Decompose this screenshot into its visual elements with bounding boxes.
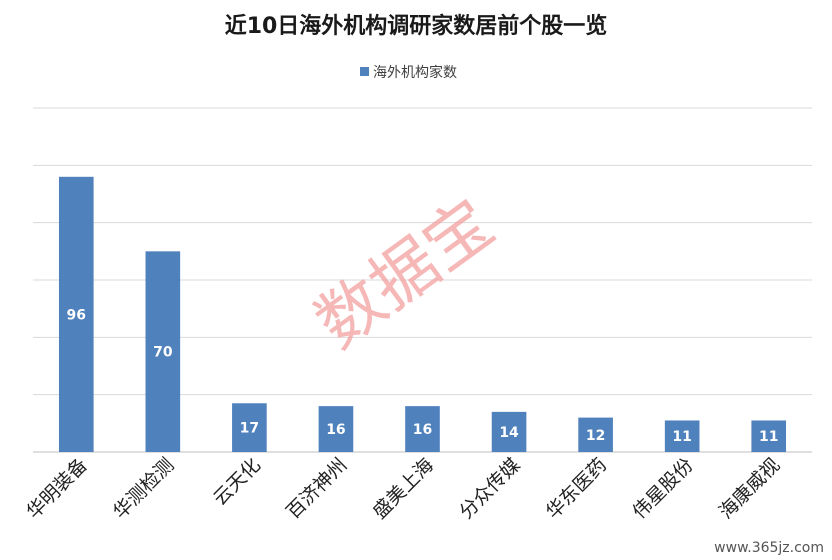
x-tick-labels: 华明装备 华测检测 云天化 百济神州 盛美上海 分众传媒 华东医药 伟星股份 海康威视 [23,454,785,523]
x-tick-label-4: 盛美上海 [369,454,438,523]
bar-6 [578,417,613,452]
x-tick-label-8: 海康威视 [715,454,784,523]
data-label-6: 12 [586,428,605,444]
x-tick-label-1: 华测检测 [109,454,178,523]
legend-swatch [360,67,369,76]
source-mark: www.365jz.com [714,540,824,556]
data-labels: 96 70 17 16 16 14 12 11 11 [67,307,779,445]
bar-0 [58,176,94,453]
data-label-0: 96 [67,307,86,323]
legend-label: 海外机构家数 [373,64,457,81]
x-tick-label-2: 云天化 [209,454,265,510]
data-label-1: 70 [153,345,173,361]
x-tick-label-3: 百济神州 [282,454,351,523]
bars [58,176,787,453]
data-label-7: 11 [672,429,691,445]
x-tick-label-0: 华明装备 [23,454,92,523]
bar-4 [405,406,440,452]
data-label-8: 11 [759,429,778,445]
x-tick-label-7: 伟星股份 [628,454,697,523]
data-label-3: 16 [326,422,345,438]
bar-8 [751,420,787,452]
bar-2 [232,403,267,452]
x-tick-label-5: 分众传媒 [455,454,524,523]
data-label-2: 17 [240,421,259,437]
chart-title: 近10日海外机构调研家数居前个股一览 [225,13,608,39]
data-label-5: 14 [499,425,519,441]
legend: 海外机构家数 [360,64,457,81]
bar-1 [145,251,181,452]
data-label-4: 16 [413,422,432,438]
x-tick-label-6: 华东医药 [542,454,611,523]
watermark: 数据宝 [302,184,507,363]
bar-3 [318,406,354,452]
bar-7 [664,420,700,452]
bar-5 [491,411,527,452]
